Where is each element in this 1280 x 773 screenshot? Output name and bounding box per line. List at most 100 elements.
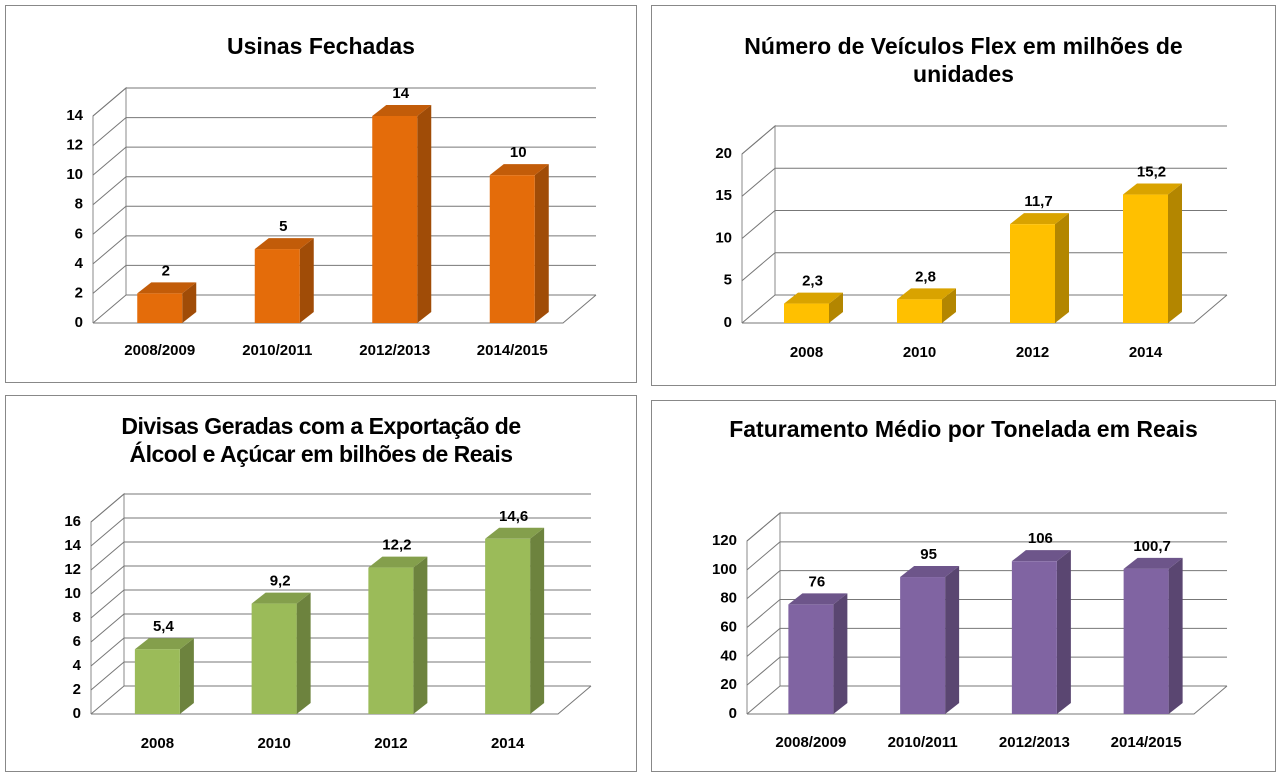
value-label: 76 <box>809 573 826 590</box>
grid-line <box>746 541 1227 571</box>
y-tick-label: 10 <box>64 585 81 602</box>
panel: 0 20 40 60 80 100 120 2008/2009 76 2010/2011 95 201… <box>651 400 1276 772</box>
grid-line <box>92 294 596 324</box>
x-tick-label: 2014 <box>1129 344 1163 361</box>
x-tick-label: 2008/2009 <box>124 342 195 359</box>
bar-top <box>1123 557 1183 569</box>
grid-line <box>741 125 1227 155</box>
bar <box>1010 224 1055 323</box>
x-tick-label: 2010/2011 <box>242 342 312 359</box>
grid-line <box>92 205 596 235</box>
chart-title: Faturamento Médio por Tonelada em Reais <box>729 416 1198 442</box>
bar <box>372 116 418 323</box>
bar-side <box>413 556 428 714</box>
bar-top <box>1010 213 1069 225</box>
bar-top <box>251 592 311 604</box>
y-tick-label: 2 <box>73 681 81 698</box>
x-tick-label: 2014/2015 <box>1111 734 1182 751</box>
y-tick-label: 10 <box>66 166 83 183</box>
grid-line <box>741 252 1227 282</box>
value-label: 5,4 <box>153 618 175 635</box>
chart: 0 2 4 6 8 10 12 14 16 2008 5,4 2010 9,2 2012 12,2 2014 1… <box>64 492 592 752</box>
y-tick-label: 12 <box>64 561 81 578</box>
x-tick-label: 2014/2015 <box>477 342 548 359</box>
grid-line <box>90 493 591 523</box>
bar <box>254 249 300 323</box>
y-tick-label: 14 <box>66 107 83 124</box>
y-tick-label: 0 <box>75 314 83 331</box>
grid-line <box>746 512 1227 542</box>
bar-top <box>134 638 194 650</box>
bar <box>137 293 183 323</box>
grid-line <box>92 87 596 117</box>
y-tick-label: 20 <box>720 676 737 693</box>
bar <box>1123 194 1168 323</box>
y-tick-label: 20 <box>715 145 732 162</box>
x-tick-label: 2008/2009 <box>775 734 846 751</box>
value-label: 9,2 <box>270 573 291 590</box>
grid-line <box>92 176 596 206</box>
grid-line <box>90 517 591 547</box>
chart: 0 5 10 15 20 2008 2,3 2010 2,8 2012 11,7 2014 15,2 <box>715 124 1228 361</box>
panel: 0 2 4 6 8 10 12 14 2008/2009 2 2010/2011 5 2012/2013… <box>5 5 637 383</box>
y-tick-label: 60 <box>720 618 737 635</box>
y-tick-label: 5 <box>724 272 732 289</box>
chart: 0 2 4 6 8 10 12 14 2008/2009 2 2010/2011 5 2012/2013… <box>66 85 597 359</box>
value-label: 15,2 <box>1137 164 1166 181</box>
bar-top <box>784 292 843 304</box>
bar <box>368 567 414 714</box>
y-tick-label: 0 <box>724 314 732 331</box>
value-label: 14 <box>392 85 409 102</box>
bar-top <box>788 593 848 605</box>
y-tick-label: 10 <box>715 229 732 246</box>
floor-edge <box>91 685 592 715</box>
bar-side <box>296 592 311 714</box>
chart: 0 20 40 60 80 100 120 2008/2009 76 2010/2011 95 201… <box>712 511 1228 751</box>
x-tick-label: 2008 <box>790 344 823 361</box>
y-tick-label: 4 <box>75 255 84 272</box>
x-tick-label: 2012 <box>1016 344 1049 361</box>
bar-side <box>942 288 956 323</box>
x-tick-label: 2012 <box>374 735 407 752</box>
x-tick-label: 2014 <box>491 735 525 752</box>
bar <box>784 303 829 323</box>
y-tick-label: 6 <box>75 225 83 242</box>
bar-top <box>897 288 956 300</box>
grid-line <box>741 167 1227 197</box>
bar-side <box>182 282 197 323</box>
value-label: 106 <box>1028 530 1053 547</box>
x-tick-label: 2010 <box>903 344 936 361</box>
bar-top <box>1123 183 1182 195</box>
y-tick-label: 0 <box>729 705 737 722</box>
y-tick-label: 40 <box>720 647 737 664</box>
value-label: 14,6 <box>499 508 528 525</box>
grid-line <box>746 627 1227 657</box>
bar <box>900 577 946 714</box>
bar-side <box>1168 557 1183 714</box>
bar-top <box>254 238 314 250</box>
grid-line <box>92 235 596 265</box>
bar-top <box>137 282 197 294</box>
y-tick-label: 14 <box>64 537 81 554</box>
value-label: 11,7 <box>1024 193 1052 210</box>
y-tick-label: 120 <box>712 532 737 549</box>
value-label: 2,8 <box>915 268 936 285</box>
panel: 0 2 4 6 8 10 12 14 16 2008 5,4 2010 9,2 2012 12,2 2014 1… <box>5 395 637 772</box>
bar <box>1123 568 1169 714</box>
grid-line <box>741 294 1227 324</box>
bar <box>897 299 942 323</box>
bar-top <box>1011 550 1071 562</box>
y-tick-label: 4 <box>73 657 82 674</box>
value-label: 5 <box>279 218 287 235</box>
bar <box>1011 561 1057 714</box>
grid-line <box>90 613 591 643</box>
bar <box>251 603 297 714</box>
grid-line <box>90 685 591 715</box>
chart-title: Número de Veículos Flex em milhões de un… <box>744 33 1183 87</box>
bar-top <box>489 164 549 176</box>
axis-wall <box>92 86 127 323</box>
value-label: 12,2 <box>382 537 411 554</box>
bar-top <box>485 527 545 539</box>
bar-top <box>368 556 428 568</box>
